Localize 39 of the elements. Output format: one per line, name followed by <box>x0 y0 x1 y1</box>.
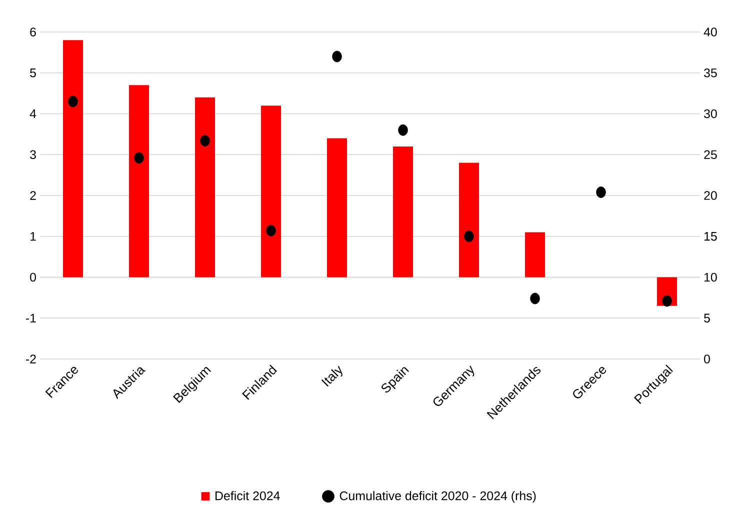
bar <box>327 138 348 278</box>
point <box>398 124 408 136</box>
y-tick-label: 1 <box>30 232 36 241</box>
x-tick-label: Italy <box>321 366 342 387</box>
y2-tick-label: 25 <box>704 150 717 160</box>
point <box>266 224 276 236</box>
point <box>464 230 474 242</box>
bar <box>261 106 282 278</box>
point <box>134 152 144 164</box>
point <box>530 292 540 304</box>
point <box>68 96 78 108</box>
y2-tick-label: 10 <box>704 272 717 282</box>
y2-tick-label: 5 <box>704 314 710 322</box>
y-tick-label: 0 <box>30 272 36 282</box>
y-tick-label: 6 <box>30 28 36 36</box>
bar <box>195 97 216 278</box>
y-tick-label: -1 <box>26 314 36 322</box>
y2-tick-label: 20 <box>704 191 717 200</box>
y2-tick-label: 15 <box>704 232 717 241</box>
y-tick-label: 4 <box>30 109 36 118</box>
bar <box>129 85 149 278</box>
y-tick-label: 2 <box>30 191 36 200</box>
point <box>332 50 342 62</box>
y-tick-label: -2 <box>26 354 36 364</box>
bar <box>393 146 414 278</box>
point <box>200 135 210 146</box>
y-tick-label: 3 <box>30 150 36 160</box>
bar <box>63 40 83 278</box>
legend-label: Cumulative deficit 2020 - 2024 (rhs) <box>340 491 536 503</box>
y2-tick-label: 40 <box>704 28 717 36</box>
y-tick-label: 5 <box>30 68 36 78</box>
bar <box>459 162 480 278</box>
legend-label: Deficit 2024 <box>216 491 280 500</box>
point <box>662 295 672 307</box>
point <box>596 186 606 198</box>
bar <box>525 232 546 278</box>
y2-tick-label: 0 <box>704 354 710 364</box>
y2-tick-label: 35 <box>704 68 717 78</box>
y2-tick-label: 30 <box>704 109 717 118</box>
